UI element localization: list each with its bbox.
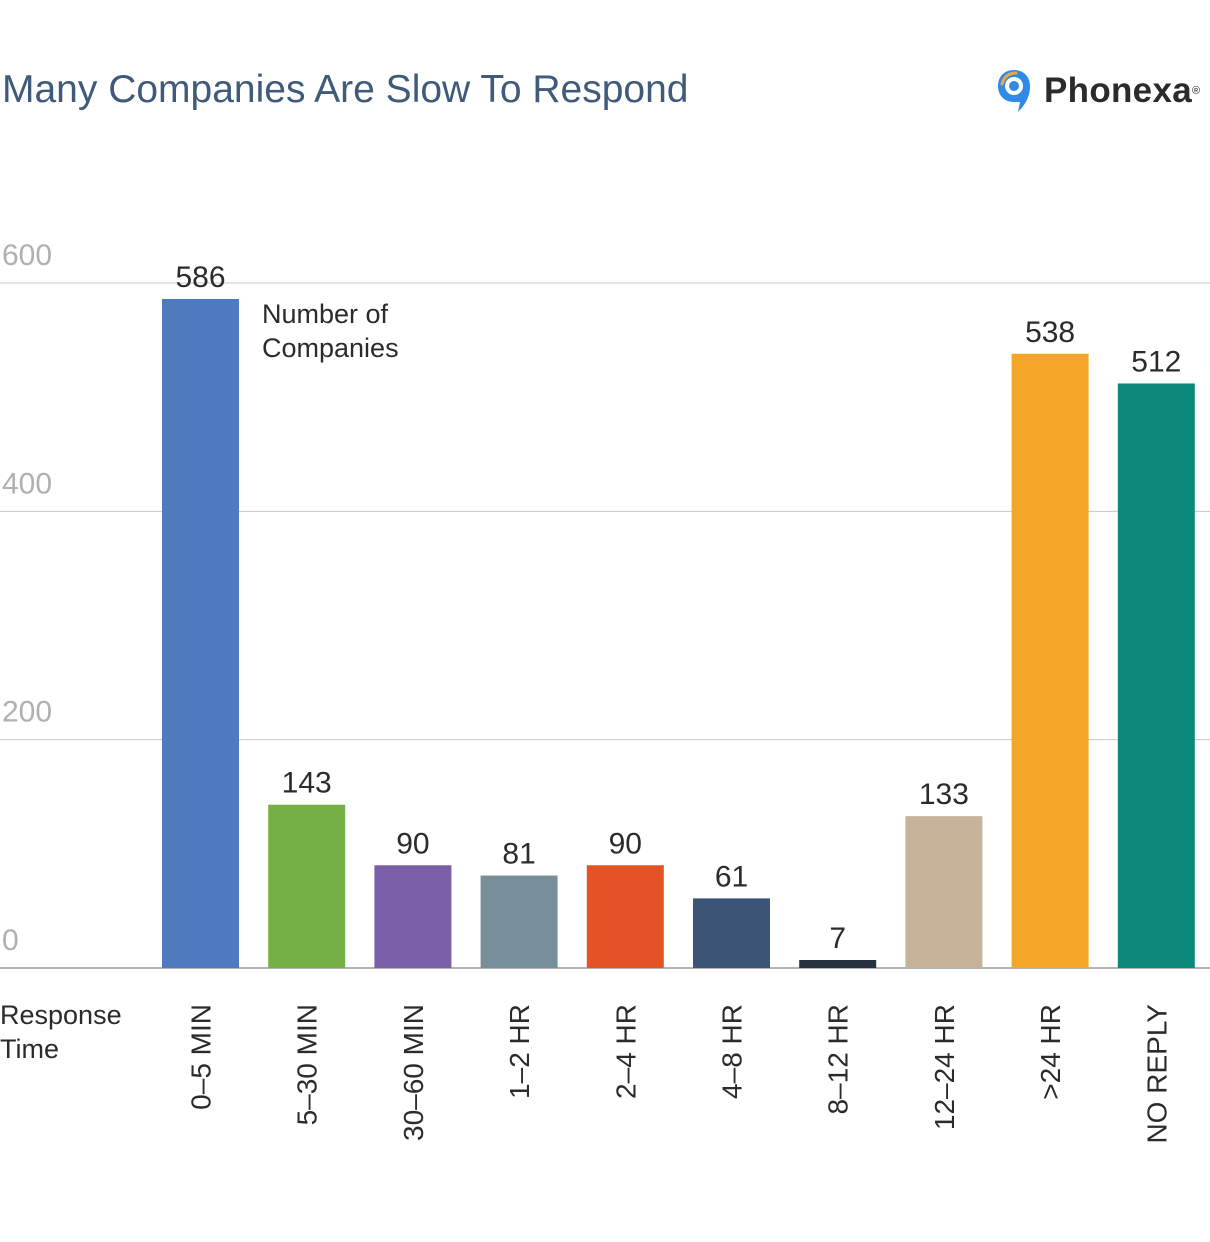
brand-name: Phonexa [1044, 71, 1192, 110]
bar [693, 898, 770, 968]
bar [374, 865, 452, 968]
x-tick-label: 5–30 MIN [292, 1004, 323, 1125]
bar-value-label: 7 [829, 922, 846, 955]
y-axis-ticks: 0 200 400 600 [2, 239, 52, 957]
x-tick-label: 1–2 HR [504, 1004, 535, 1099]
x-tick-label: 12–24 HR [929, 1004, 960, 1130]
bar [480, 875, 558, 968]
bar [162, 298, 239, 968]
y-tick-label: 200 [2, 696, 52, 729]
y-axis-label: Number of Companies [262, 299, 399, 363]
x-tick-label: 2–4 HR [610, 1004, 641, 1099]
x-tick-label: NO REPLY [1141, 1004, 1172, 1144]
chart-title: Many Companies Are Slow To Respond [2, 68, 689, 111]
bar-value-label: 133 [919, 778, 969, 811]
y-axis-label-line-1: Number of [262, 299, 389, 329]
x-tick-label: 8–12 HR [823, 1004, 854, 1115]
x-tick-label: 30–60 MIN [398, 1004, 429, 1141]
bar [1011, 353, 1089, 968]
bar-value-label: 512 [1131, 345, 1181, 378]
x-axis-ticks: 0–5 MIN 5–30 MIN 30–60 MIN 1–2 HR 2–4 HR 4–8 … [186, 1004, 1173, 1144]
x-axis-label-line-2: Time [0, 1034, 59, 1064]
brand-registered-mark: ® [1191, 85, 1201, 97]
bar [905, 816, 983, 968]
bars [162, 298, 1195, 968]
bar-value-label: 586 [175, 261, 225, 294]
bar-value-label: 61 [715, 860, 748, 893]
value-labels: 586 143 90 81 90 61 7 133 538 512 [175, 261, 1181, 955]
x-axis-label-line-1: Response [0, 1000, 122, 1030]
bar [1117, 383, 1195, 968]
bar-value-label: 538 [1025, 316, 1075, 349]
brand-logo: Phonexa ® [994, 66, 1200, 116]
y-tick-label: 600 [2, 239, 52, 272]
bar-value-label: 90 [396, 827, 429, 860]
x-axis-label: Response Time [0, 1000, 129, 1064]
x-tick-label: 4–8 HR [717, 1004, 748, 1099]
y-tick-label: 0 [2, 924, 19, 957]
bar [799, 960, 877, 968]
phonexa-logo-icon [998, 70, 1030, 112]
x-tick-label: 0–5 MIN [186, 1004, 217, 1110]
bar [586, 865, 664, 968]
y-tick-label: 400 [2, 467, 52, 500]
bar [268, 804, 346, 968]
bar-value-label: 143 [282, 767, 332, 800]
bar-value-label: 81 [502, 838, 535, 871]
x-tick-label: >24 HR [1035, 1004, 1066, 1100]
y-axis-label-line-2: Companies [262, 333, 399, 363]
bar-value-label: 90 [609, 827, 642, 860]
